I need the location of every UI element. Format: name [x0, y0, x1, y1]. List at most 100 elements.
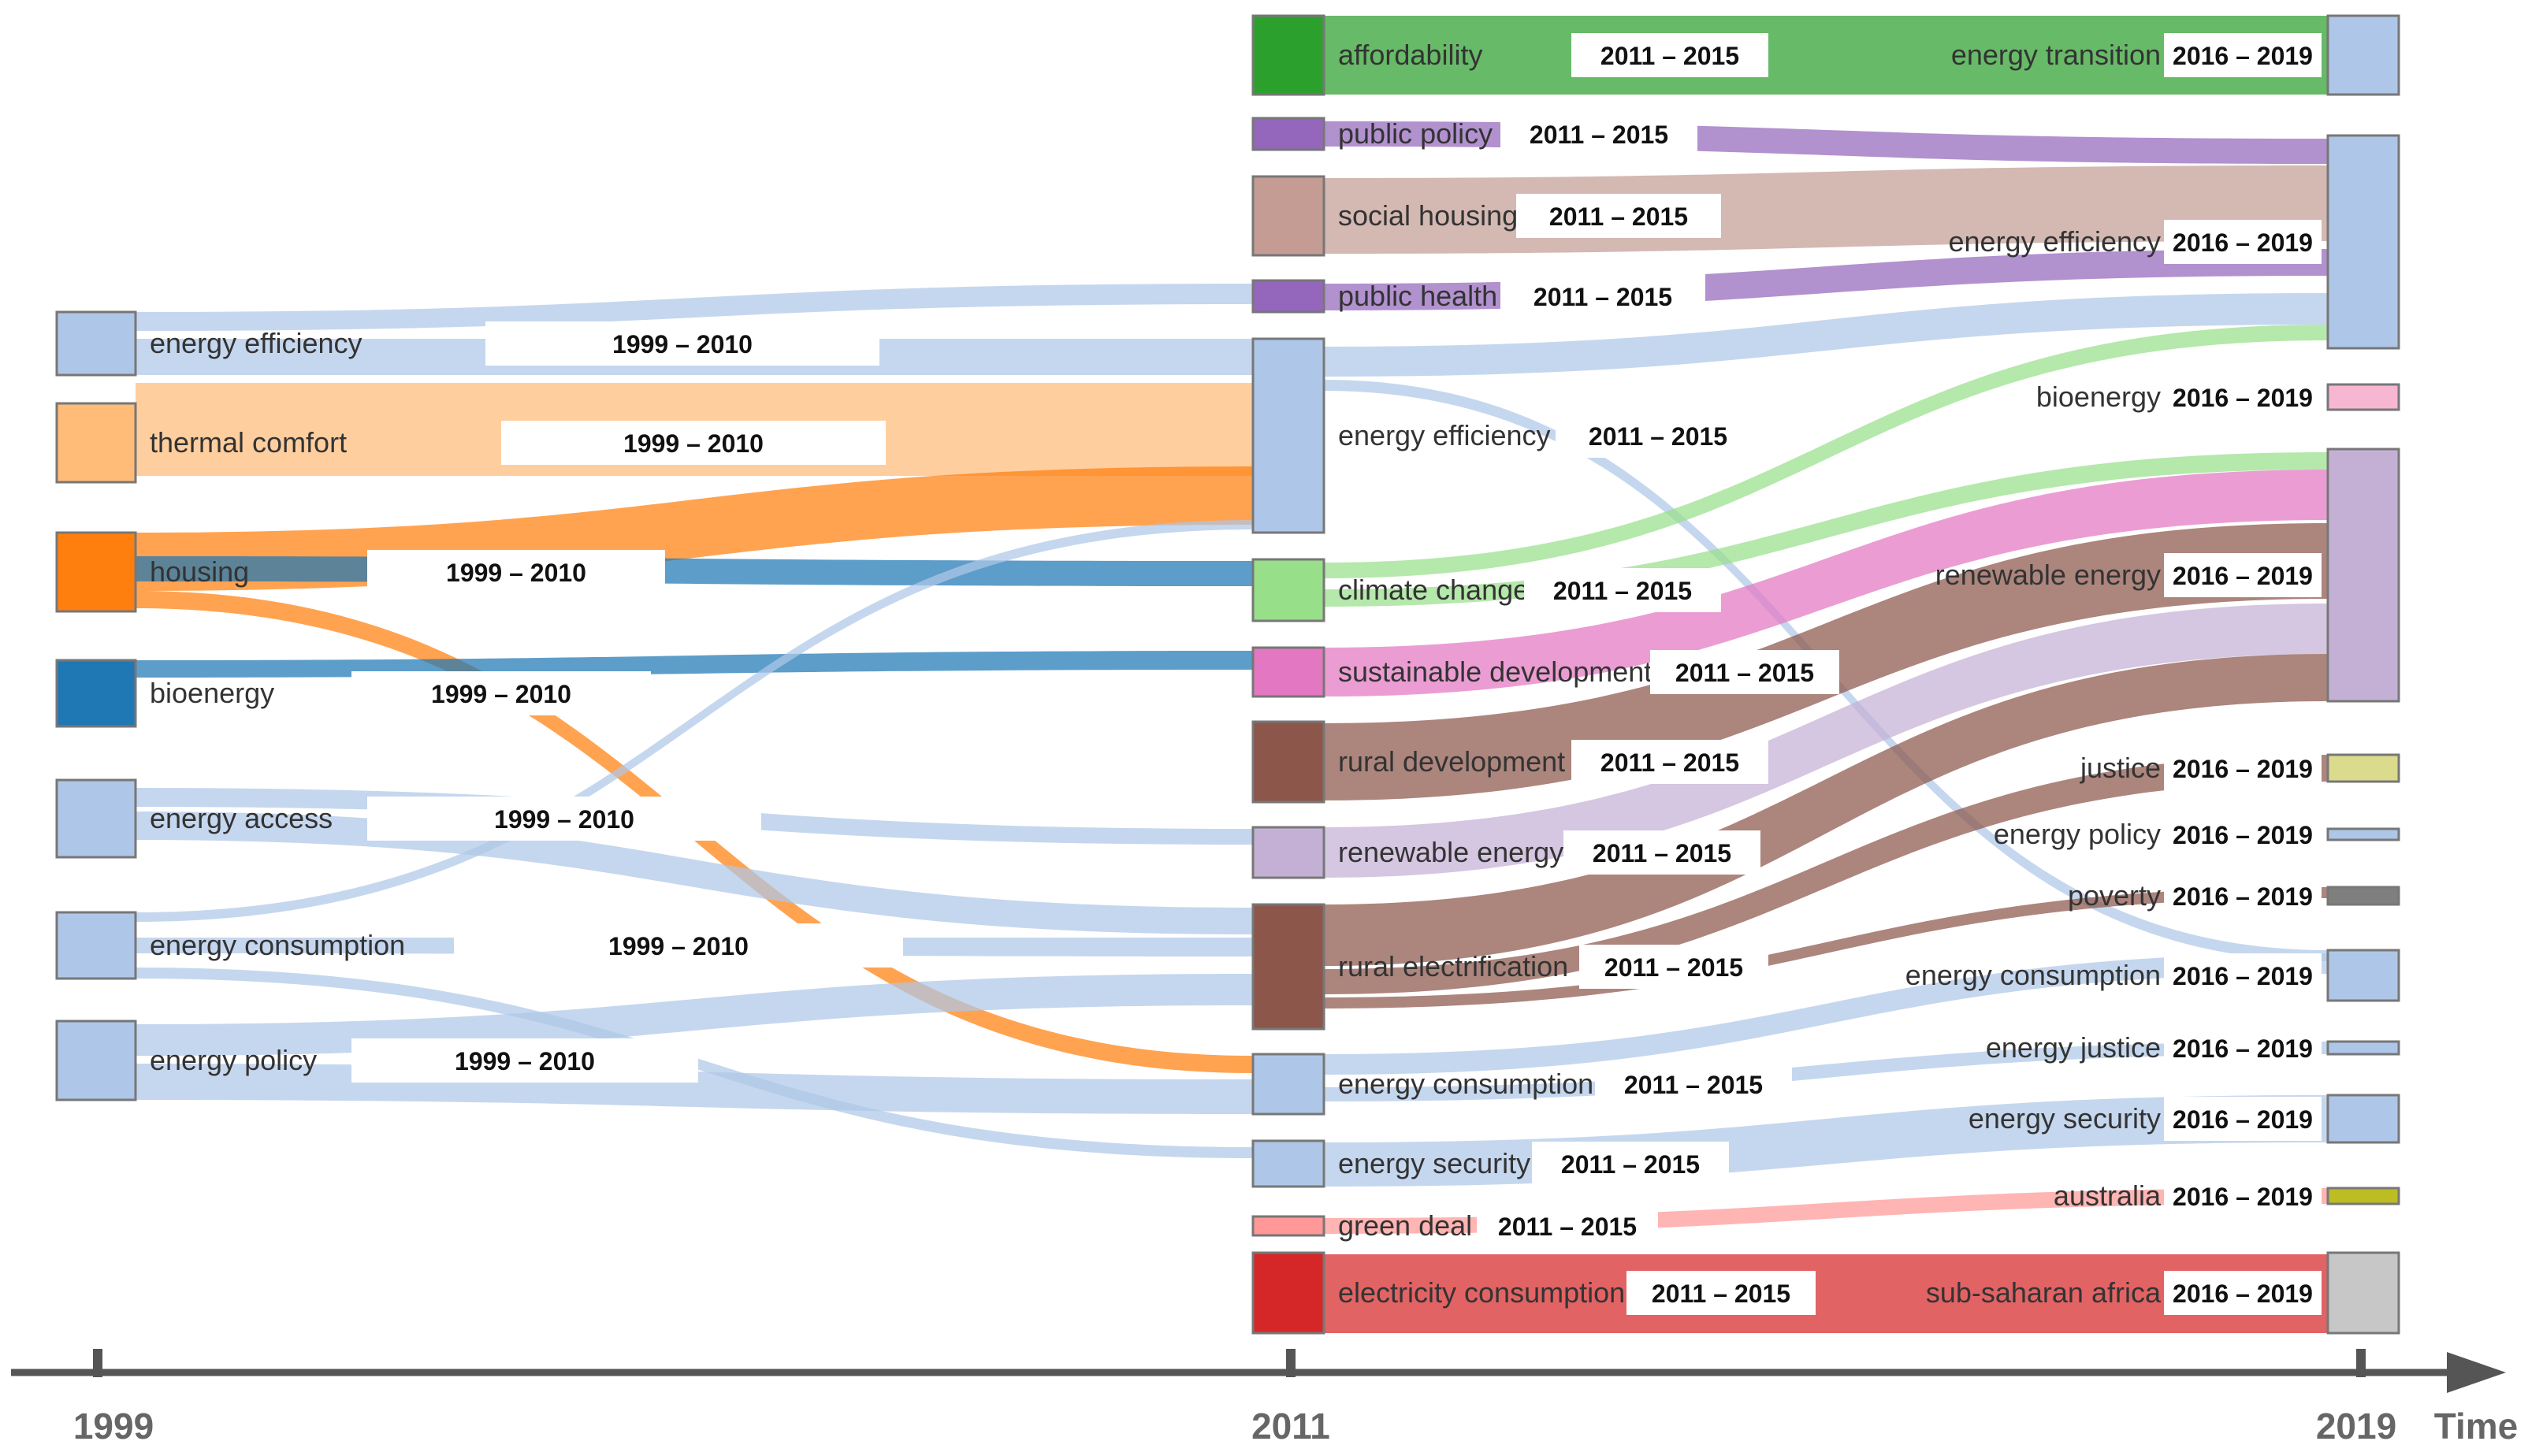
node-label: affordability — [1338, 39, 1482, 71]
period-badge — [1626, 1271, 1816, 1315]
node-label: poverty — [2068, 879, 2161, 912]
node-square-icon — [2326, 14, 2400, 96]
flow-b7-to-c4 — [1324, 470, 2328, 696]
node-square-icon — [55, 310, 137, 377]
node-square-icon — [55, 531, 137, 613]
period-label: 2016 – 2019 — [2173, 882, 2313, 911]
period-label: 2016 – 2019 — [2173, 1034, 2313, 1063]
period-label: 2011 – 2015 — [1549, 202, 1688, 231]
period-badge — [1477, 1204, 1658, 1248]
period-label: 2016 – 2019 — [2173, 821, 2313, 849]
node-label: energy consumption — [1905, 959, 2161, 991]
node-a7: energy policy 1999 – 2010 — [55, 1020, 698, 1101]
period-label: 2011 – 2015 — [1530, 121, 1668, 149]
period-badge — [454, 923, 903, 968]
node-square-icon — [2326, 1187, 2400, 1205]
node-square-icon — [2326, 383, 2400, 411]
flow-a6-to-b5 — [136, 520, 1253, 922]
flow-a5-to-b10 — [136, 812, 1253, 934]
node-a6: energy consumption 1999 – 2010 — [55, 911, 903, 980]
node-label: energy efficiency — [1338, 419, 1551, 451]
node-square-icon — [1251, 337, 1325, 534]
node-square-icon — [1251, 826, 1325, 879]
period-label: 2011 – 2015 — [1675, 659, 1814, 687]
node-a3: housing 1999 – 2010 — [55, 531, 665, 613]
period-label: 2011 – 2015 — [1624, 1071, 1763, 1099]
period-label: 2016 – 2019 — [2173, 384, 2313, 412]
node-label: energy security — [1338, 1147, 1530, 1179]
period-badge — [1532, 1142, 1729, 1186]
node-label: australia — [2054, 1179, 2162, 1212]
period-badge — [1500, 112, 1697, 156]
node-square-icon — [1251, 1139, 1325, 1188]
node-c3: bioenergy 2016 – 2019 — [2036, 375, 2400, 419]
node-square-icon — [1251, 558, 1325, 622]
node-square-icon — [55, 911, 137, 980]
node-square-icon — [2326, 1251, 2400, 1335]
node-b4: public health 2011 – 2015 — [1251, 274, 1705, 318]
period-badge — [367, 797, 761, 841]
period-badge — [2164, 1174, 2322, 1218]
flow-b6-to-c4 — [1324, 452, 2328, 607]
node-b8: rural development 2011 – 2015 — [1251, 720, 1768, 804]
node-label: justice — [2080, 752, 2161, 784]
period-label: 2011 – 2015 — [1589, 422, 1727, 451]
flow-a4-to-b7 — [136, 651, 1253, 678]
node-a5: energy access 1999 – 2010 — [55, 778, 761, 859]
node-b11: energy consumption 2011 – 2015 — [1251, 1053, 1792, 1116]
period-badge — [1556, 414, 1760, 458]
flow-b14-to-c12 — [1324, 1254, 2328, 1333]
period-label: 1999 – 2010 — [431, 680, 571, 708]
node-label: bioenergy — [150, 677, 274, 709]
period-label: 1999 – 2010 — [612, 330, 753, 358]
node-label: electricity consumption — [1338, 1276, 1625, 1309]
node-label: green deal — [1338, 1209, 1472, 1242]
period-badge — [2164, 220, 2322, 264]
time-axis: 1999 2011 2019 Time — [11, 1349, 2518, 1447]
node-square-icon — [2326, 949, 2400, 1002]
node-c11: australia 2016 – 2019 — [2054, 1174, 2400, 1218]
node-label: energy consumption — [150, 929, 405, 961]
flow-b6-to-c2 — [1324, 325, 2328, 578]
period-badge — [1571, 33, 1768, 77]
node-b3: social housing 2011 – 2015 — [1251, 175, 1721, 257]
node-c2: energy efficiency 2016 – 2019 — [1949, 134, 2400, 350]
node-c9: energy justice 2016 – 2019 — [1986, 1026, 2400, 1070]
period-badge — [2164, 812, 2322, 856]
node-square-icon — [2326, 1094, 2400, 1144]
period-badge — [2164, 874, 2322, 918]
period-badge — [367, 550, 665, 594]
period-badge — [351, 671, 651, 715]
node-square-icon — [2326, 827, 2400, 841]
period-badge — [1571, 740, 1768, 784]
node-square-icon — [55, 659, 137, 728]
node-square-icon — [1251, 279, 1325, 314]
period-label: 2016 – 2019 — [2173, 1183, 2313, 1211]
node-label: thermal comfort — [150, 426, 347, 459]
period-label: 2011 – 2015 — [1553, 577, 1692, 605]
flow-b10-to-c4 — [1324, 654, 2328, 966]
node-label: rural electrification — [1338, 950, 1568, 982]
node-square-icon — [55, 402, 137, 484]
node-c10: energy security 2016 – 2019 — [1968, 1094, 2400, 1144]
period-label: 2011 – 2015 — [1600, 42, 1739, 70]
node-label: energy consumption — [1338, 1068, 1593, 1100]
period-label: 2011 – 2015 — [1600, 748, 1739, 777]
node-a1: energy efficiency 1999 – 2010 — [55, 310, 879, 377]
period-label: 2016 – 2019 — [2173, 1280, 2313, 1308]
node-label: energy justice — [1986, 1031, 2161, 1064]
period-label: 2016 – 2019 — [2173, 755, 2313, 783]
node-square-icon — [1251, 175, 1325, 257]
flow-b10-to-c7 — [1324, 887, 2328, 1008]
period-badge — [2164, 375, 2322, 419]
period-label: 2016 – 2019 — [2173, 962, 2313, 990]
flow-b11-to-c9 — [1324, 1042, 2328, 1101]
period-badge — [501, 421, 886, 465]
node-square-icon — [2326, 134, 2400, 350]
flow-b10-to-c5 — [1324, 755, 2328, 994]
flow-b5-to-c2 — [1324, 293, 2328, 377]
period-badge — [1500, 274, 1705, 318]
flow-a7-to-b10 — [136, 974, 1253, 1056]
